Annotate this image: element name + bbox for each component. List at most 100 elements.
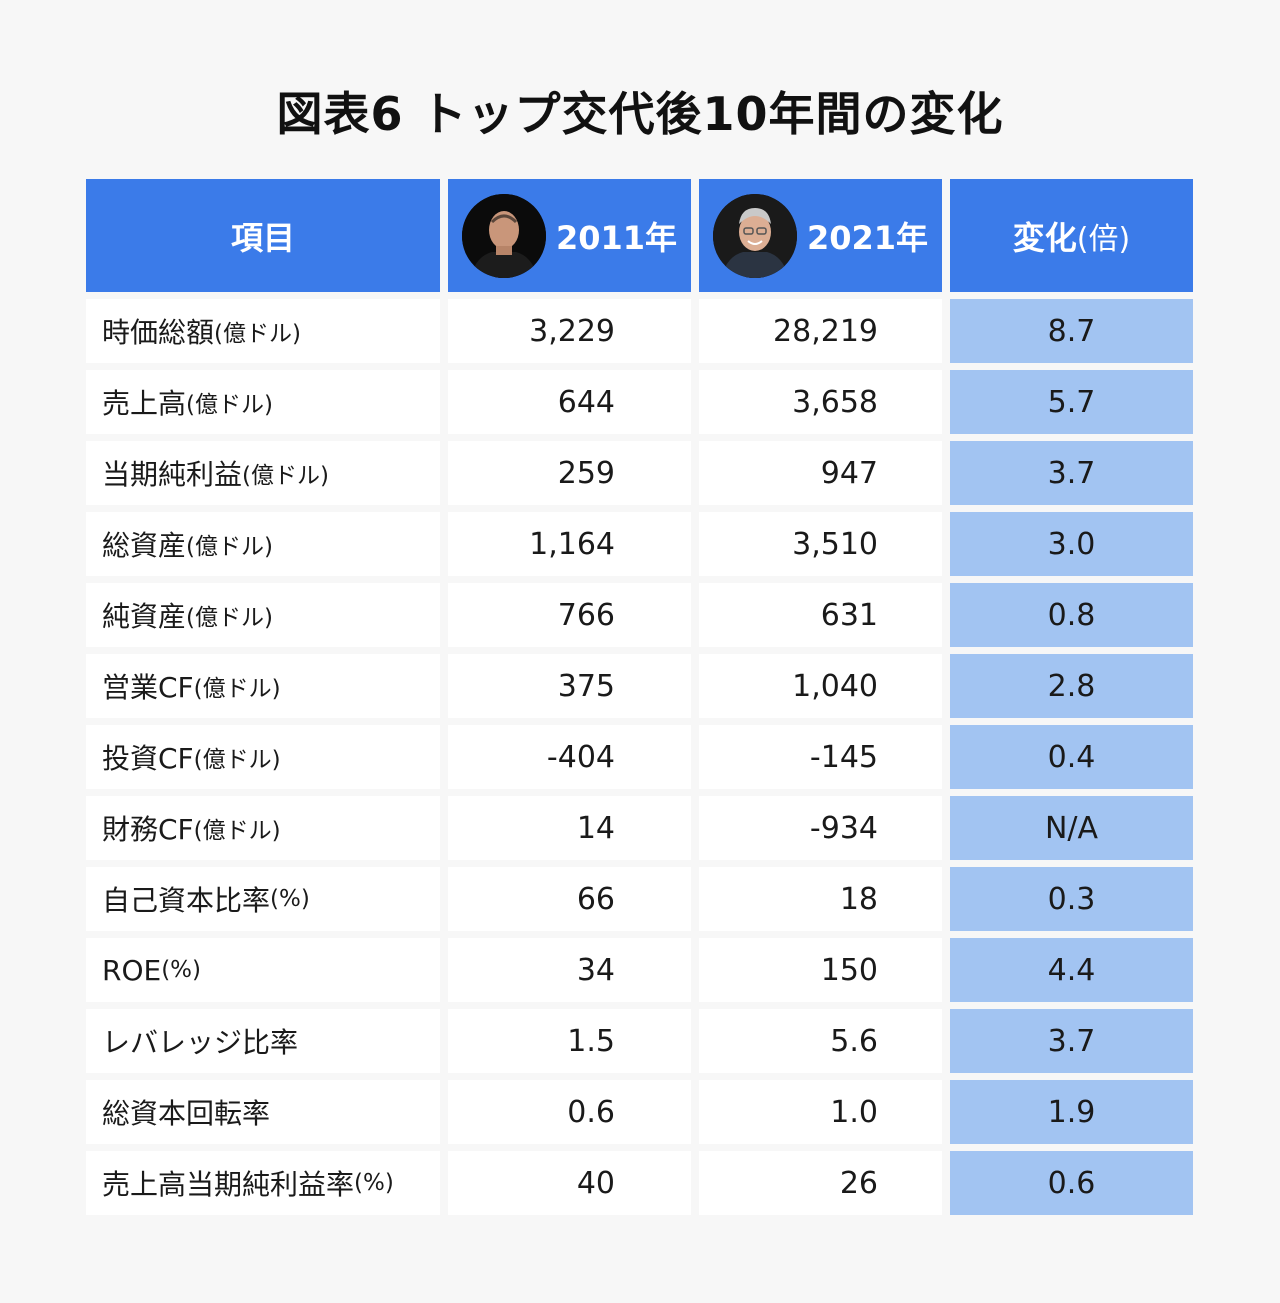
ceo-2021-avatar	[712, 193, 797, 278]
row-label-text: 当期純利益	[102, 458, 243, 491]
header-year-2011: 2011年	[555, 218, 678, 257]
row-label: 総資本回転率	[86, 1080, 440, 1144]
row-label: 当期純利益 (億ドル)	[86, 441, 440, 505]
row-label-text: 時価総額	[102, 316, 215, 349]
table-row: 売上高当期純利益率 (%) 40 26 0.6	[86, 1151, 1195, 1215]
row-label: 総資産 (億ドル)	[86, 512, 440, 576]
row-label: 売上高当期純利益率 (%)	[86, 1151, 440, 1215]
value-2011: 0.6	[448, 1080, 691, 1144]
value-2011: 66	[448, 867, 691, 931]
value-change: 5.7	[950, 370, 1193, 434]
value-2021: 631	[699, 583, 942, 647]
value-2021: 28,219	[699, 299, 942, 363]
table-row: 総資本回転率 0.6 1.0 1.9	[86, 1080, 1195, 1144]
table-row: 売上高 (億ドル) 644 3,658 5.7	[86, 370, 1195, 434]
table-row: レバレッジ比率 1.5 5.6 3.7	[86, 1009, 1195, 1073]
row-label-text: 売上高	[102, 387, 187, 420]
table-row: 自己資本比率 (%) 66 18 0.3	[86, 867, 1195, 931]
row-label: 財務CF (億ドル)	[86, 796, 440, 860]
table-row: 投資CF (億ドル) -404 -145 0.4	[86, 725, 1195, 789]
value-2011: 14	[448, 796, 691, 860]
value-2021: -145	[699, 725, 942, 789]
value-2011: 34	[448, 938, 691, 1002]
ceo-2011-avatar	[461, 193, 546, 278]
value-2011: 644	[448, 370, 691, 434]
value-change: 0.4	[950, 725, 1193, 789]
header-change: 変化 (倍)	[950, 179, 1193, 292]
value-change: 0.6	[950, 1151, 1193, 1215]
header-2011: 2011年	[448, 179, 691, 292]
row-label-text: 純資産	[102, 600, 187, 633]
value-2021: 1.0	[699, 1080, 942, 1144]
value-change: 0.3	[950, 867, 1193, 931]
row-label-unit: (%)	[270, 886, 310, 912]
header-item: 項目	[86, 179, 440, 292]
row-label-text: レバレッジ比率	[102, 1026, 299, 1059]
value-2011: -404	[448, 725, 691, 789]
row-label-text: 総資本回転率	[102, 1097, 271, 1130]
table-row: 総資産 (億ドル) 1,164 3,510 3.0	[86, 512, 1195, 576]
table-row: 当期純利益 (億ドル) 259 947 3.7	[86, 441, 1195, 505]
row-label-text: 総資産	[102, 529, 187, 562]
value-2021: 5.6	[699, 1009, 942, 1073]
row-label-text: 自己資本比率	[102, 884, 271, 917]
comparison-table: 項目 2011年	[86, 179, 1195, 1222]
row-label-unit: (%)	[354, 1170, 394, 1196]
header-2021: 2021年	[699, 179, 942, 292]
value-2011: 40	[448, 1151, 691, 1215]
row-label: 営業CF (億ドル)	[86, 654, 440, 718]
value-change: 3.0	[950, 512, 1193, 576]
value-2021: -934	[699, 796, 942, 860]
table-header: 項目 2011年	[86, 179, 1195, 292]
value-2011: 766	[448, 583, 691, 647]
value-change: 8.7	[950, 299, 1193, 363]
value-2021: 1,040	[699, 654, 942, 718]
row-label-text: 投資CF	[102, 742, 194, 775]
row-label-unit: (億ドル)	[214, 321, 301, 347]
value-change: 0.8	[950, 583, 1193, 647]
row-label-unit: (億ドル)	[193, 818, 281, 844]
table-row: 財務CF (億ドル) 14 -934 N/A	[86, 796, 1195, 860]
value-2021: 150	[699, 938, 942, 1002]
table-body: 時価総額 (億ドル) 3,229 28,219 8.7 売上高 (億ドル) 644 3,658 5…	[86, 299, 1195, 1215]
value-2021: 26	[699, 1151, 942, 1215]
row-label: 売上高 (億ドル)	[86, 370, 440, 434]
row-label: 投資CF (億ドル)	[86, 725, 440, 789]
row-label-unit: (億ドル)	[193, 676, 281, 702]
value-2021: 3,658	[699, 370, 942, 434]
row-label: 自己資本比率 (%)	[86, 867, 440, 931]
value-2021: 3,510	[699, 512, 942, 576]
value-change: 2.8	[950, 654, 1193, 718]
header-change-label: 変化	[1012, 218, 1077, 257]
header-year-2021: 2021年	[806, 218, 929, 257]
value-change: 3.7	[950, 1009, 1193, 1073]
row-label-unit: (億ドル)	[193, 747, 281, 773]
table-row: ROE (%) 34 150 4.4	[86, 938, 1195, 1002]
value-change: N/A	[950, 796, 1193, 860]
value-change: 1.9	[950, 1080, 1193, 1144]
row-label-text: ROE	[102, 953, 162, 987]
row-label: ROE (%)	[86, 938, 440, 1002]
row-label-unit: (億ドル)	[186, 605, 273, 631]
value-change: 3.7	[950, 441, 1193, 505]
table-row: 時価総額 (億ドル) 3,229 28,219 8.7	[86, 299, 1195, 363]
row-label-unit: (億ドル)	[242, 463, 329, 489]
row-label-unit: (億ドル)	[186, 392, 273, 418]
value-2011: 375	[448, 654, 691, 718]
row-label: 純資産 (億ドル)	[86, 583, 440, 647]
row-label-unit: (億ドル)	[186, 534, 273, 560]
value-2011: 1,164	[448, 512, 691, 576]
value-2011: 1.5	[448, 1009, 691, 1073]
row-label-unit: (%)	[161, 957, 201, 983]
value-change: 4.4	[950, 938, 1193, 1002]
row-label-text: 財務CF	[102, 813, 194, 846]
value-2021: 18	[699, 867, 942, 931]
value-2021: 947	[699, 441, 942, 505]
row-label: 時価総額 (億ドル)	[86, 299, 440, 363]
row-label-text: 売上高当期純利益率	[102, 1168, 355, 1201]
row-label-text: 営業CF	[102, 671, 194, 704]
page-title: 図表6 トップ交代後10年間の変化	[276, 87, 1004, 141]
table-row: 純資産 (億ドル) 766 631 0.8	[86, 583, 1195, 647]
value-2011: 3,229	[448, 299, 691, 363]
table-row: 営業CF (億ドル) 375 1,040 2.8	[86, 654, 1195, 718]
